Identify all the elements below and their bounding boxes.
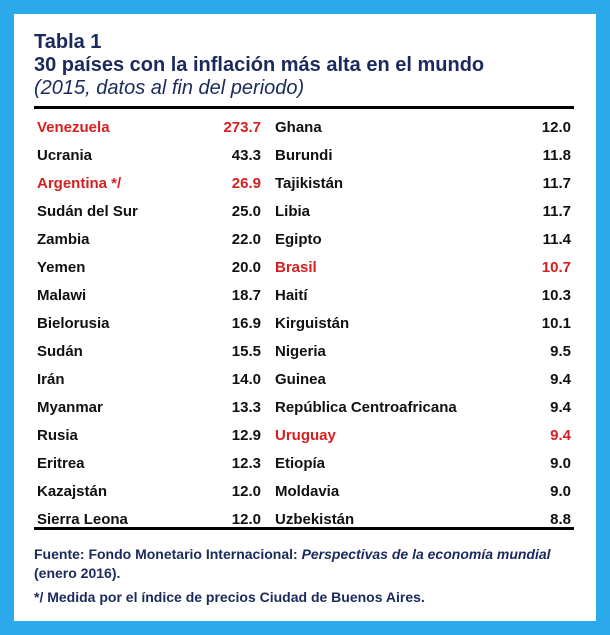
country-name: Malawi <box>37 287 87 304</box>
country-name: Nigeria <box>275 343 326 360</box>
country-name: Etiopía <box>275 455 326 472</box>
bottom-rule <box>34 527 574 530</box>
country-name: Venezuela <box>37 119 110 136</box>
table-row: Malawi 18.7 Haití 10.3 <box>34 281 574 309</box>
inflation-value: 26.9 <box>231 175 261 192</box>
country-name: Libia <box>275 203 311 220</box>
inflation-value: 11.4 <box>542 231 571 248</box>
country-name: Kazajstán <box>37 483 108 500</box>
inflation-value: 9.0 <box>550 483 571 500</box>
table-row: Rusia 12.9 Uruguay 9.4 <box>34 421 574 449</box>
inflation-value: 9.4 <box>550 427 571 444</box>
inflation-table: Venezuela 273.7 Ghana 12.0 Ucrania 43.3 Burund… <box>34 113 574 533</box>
table-row: Zambia 22.0 Egipto 11.4 <box>34 225 574 253</box>
inflation-value: 9.4 <box>550 399 571 416</box>
inflation-value: 9.5 <box>550 343 571 360</box>
country-name: Argentina */ <box>37 175 122 192</box>
source-suffix: (enero 2016). <box>34 565 121 581</box>
inflation-value: 12.0 <box>231 511 261 528</box>
country-name: Irán <box>37 371 65 388</box>
inflation-value: 9.0 <box>550 455 571 472</box>
table-row: Eritrea 12.3 Etiopía 9.0 <box>34 449 574 477</box>
inflation-value: 13.3 <box>231 399 261 416</box>
top-rule <box>34 106 574 109</box>
inflation-value: 16.9 <box>231 315 261 332</box>
country-name: Egipto <box>275 231 322 248</box>
table-number: Tabla 1 <box>34 31 102 53</box>
inflation-value: 11.8 <box>542 147 571 164</box>
country-name: Sudán del Sur <box>37 203 138 220</box>
country-name: Haití <box>275 287 308 304</box>
inflation-value: 12.0 <box>231 483 261 500</box>
inflation-value: 25.0 <box>231 203 261 220</box>
table-row: Myanmar 13.3 República Centroafricana 9.4 <box>34 393 574 421</box>
country-name: Tajikistán <box>275 175 344 192</box>
inflation-value: 15.5 <box>231 343 261 360</box>
table-card: Tabla 1 30 países con la inflación más a… <box>14 14 596 621</box>
inflation-value: 12.0 <box>541 119 571 136</box>
country-name: Guinea <box>275 371 326 388</box>
country-name: Rusia <box>37 427 78 444</box>
table-title: 30 países con la inflación más alta en e… <box>34 54 485 76</box>
country-name: Kirguistán <box>275 315 350 332</box>
inflation-value: 273.7 <box>223 119 261 136</box>
country-name: Sudán <box>37 343 83 360</box>
inflation-value: 22.0 <box>231 231 261 248</box>
inflation-value: 10.7 <box>541 259 571 276</box>
country-name: Sierra Leona <box>37 511 128 528</box>
footnote: */ Medida por el índice de precios Ciuda… <box>34 589 425 605</box>
country-name: Moldavia <box>275 483 340 500</box>
inflation-value: 10.1 <box>541 315 571 332</box>
country-name: Myanmar <box>37 399 103 416</box>
country-name: Eritrea <box>37 455 85 472</box>
country-name: Uzbekistán <box>275 511 355 528</box>
source-note: Fuente: Fondo Monetario Internacional: P… <box>34 545 579 583</box>
table-row: Sudán 15.5 Nigeria 9.5 <box>34 337 574 365</box>
country-name: Ucrania <box>37 147 93 164</box>
inflation-value: 11.7 <box>542 203 571 220</box>
table-row: Argentina */ 26.9 Tajikistán 11.7 <box>34 169 574 197</box>
table-row: Yemen 20.0 Brasil 10.7 <box>34 253 574 281</box>
country-name: Ghana <box>275 119 322 136</box>
source-title: Perspectivas de la economía mundial <box>301 546 551 562</box>
country-name: Bielorusia <box>37 315 110 332</box>
source-prefix: Fuente: Fondo Monetario Internacional: <box>34 546 302 562</box>
inflation-value: 11.7 <box>542 175 571 192</box>
table-period: (2015, datos al fin del periodo) <box>34 77 305 99</box>
table-row: Kazajstán 12.0 Moldavia 9.0 <box>34 477 574 505</box>
table-row: Sierra Leona 12.0 Uzbekistán 8.8 <box>34 505 574 533</box>
inflation-value: 18.7 <box>231 287 261 304</box>
inflation-value: 14.0 <box>231 371 261 388</box>
country-name: Brasil <box>275 259 317 276</box>
table-row: Sudán del Sur 25.0 Libia 11.7 <box>34 197 574 225</box>
table-row: Ucrania 43.3 Burundi 11.8 <box>34 141 574 169</box>
inflation-value: 12.3 <box>231 455 261 472</box>
country-name: República Centroafricana <box>275 399 457 416</box>
table-row: Venezuela 273.7 Ghana 12.0 <box>34 113 574 141</box>
inflation-value: 20.0 <box>231 259 261 276</box>
country-name: Uruguay <box>275 427 336 444</box>
country-name: Burundi <box>275 147 333 164</box>
table-row: Irán 14.0 Guinea 9.4 <box>34 365 574 393</box>
inflation-value: 9.4 <box>550 371 571 388</box>
inflation-value: 43.3 <box>231 147 261 164</box>
table-row: Bielorusia 16.9 Kirguistán 10.1 <box>34 309 574 337</box>
inflation-value: 10.3 <box>541 287 571 304</box>
country-name: Yemen <box>37 259 86 276</box>
country-name: Zambia <box>37 231 90 248</box>
inflation-value: 12.9 <box>231 427 261 444</box>
inflation-value: 8.8 <box>550 511 571 528</box>
